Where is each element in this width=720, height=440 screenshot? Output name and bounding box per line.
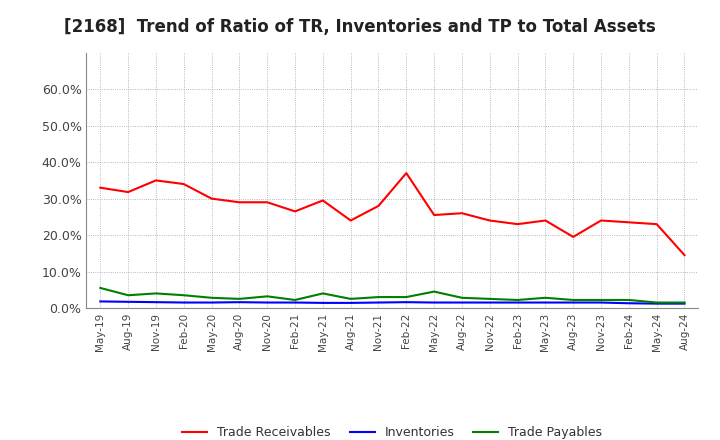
Trade Receivables	[597, 218, 606, 223]
Inventories	[541, 300, 550, 305]
Inventories	[96, 299, 104, 304]
Inventories	[235, 300, 243, 305]
Trade Payables	[374, 294, 383, 300]
Inventories	[207, 300, 216, 305]
Trade Receivables	[96, 185, 104, 191]
Trade Receivables	[458, 211, 467, 216]
Trade Payables	[458, 295, 467, 301]
Trade Payables	[318, 291, 327, 296]
Trade Payables	[124, 293, 132, 298]
Trade Receivables	[374, 203, 383, 209]
Line: Inventories: Inventories	[100, 301, 685, 304]
Trade Payables	[207, 295, 216, 301]
Trade Payables	[235, 296, 243, 301]
Trade Payables	[152, 291, 161, 296]
Trade Receivables	[207, 196, 216, 201]
Line: Trade Receivables: Trade Receivables	[100, 173, 685, 255]
Inventories	[458, 300, 467, 305]
Trade Payables	[96, 285, 104, 290]
Trade Payables	[569, 297, 577, 303]
Inventories	[680, 301, 689, 306]
Inventories	[652, 301, 661, 306]
Trade Payables	[597, 297, 606, 303]
Trade Receivables	[624, 220, 633, 225]
Trade Payables	[291, 297, 300, 303]
Inventories	[402, 300, 410, 305]
Trade Receivables	[430, 213, 438, 218]
Trade Payables	[680, 300, 689, 305]
Inventories	[152, 300, 161, 305]
Inventories	[346, 300, 355, 305]
Trade Receivables	[513, 221, 522, 227]
Trade Receivables	[179, 181, 188, 187]
Trade Receivables	[318, 198, 327, 203]
Trade Payables	[402, 294, 410, 300]
Trade Payables	[624, 297, 633, 303]
Trade Payables	[179, 293, 188, 298]
Trade Receivables	[152, 178, 161, 183]
Trade Receivables	[541, 218, 550, 223]
Inventories	[318, 300, 327, 305]
Trade Payables	[485, 296, 494, 301]
Inventories	[124, 299, 132, 304]
Inventories	[179, 300, 188, 305]
Trade Receivables	[485, 218, 494, 223]
Trade Payables	[346, 296, 355, 301]
Trade Receivables	[124, 190, 132, 195]
Inventories	[291, 300, 300, 305]
Trade Receivables	[652, 221, 661, 227]
Trade Payables	[541, 295, 550, 301]
Inventories	[430, 300, 438, 305]
Trade Payables	[430, 289, 438, 294]
Trade Receivables	[402, 170, 410, 176]
Inventories	[513, 300, 522, 305]
Inventories	[374, 300, 383, 305]
Inventories	[597, 300, 606, 305]
Trade Receivables	[346, 218, 355, 223]
Inventories	[624, 301, 633, 306]
Text: [2168]  Trend of Ratio of TR, Inventories and TP to Total Assets: [2168] Trend of Ratio of TR, Inventories…	[64, 18, 656, 36]
Trade Receivables	[680, 253, 689, 258]
Trade Payables	[652, 300, 661, 305]
Trade Receivables	[263, 200, 271, 205]
Trade Receivables	[235, 200, 243, 205]
Line: Trade Payables: Trade Payables	[100, 288, 685, 303]
Trade Payables	[263, 293, 271, 299]
Trade Receivables	[291, 209, 300, 214]
Inventories	[485, 300, 494, 305]
Trade Payables	[513, 297, 522, 303]
Inventories	[569, 300, 577, 305]
Legend: Trade Receivables, Inventories, Trade Payables: Trade Receivables, Inventories, Trade Pa…	[177, 422, 608, 440]
Inventories	[263, 300, 271, 305]
Trade Receivables	[569, 234, 577, 239]
